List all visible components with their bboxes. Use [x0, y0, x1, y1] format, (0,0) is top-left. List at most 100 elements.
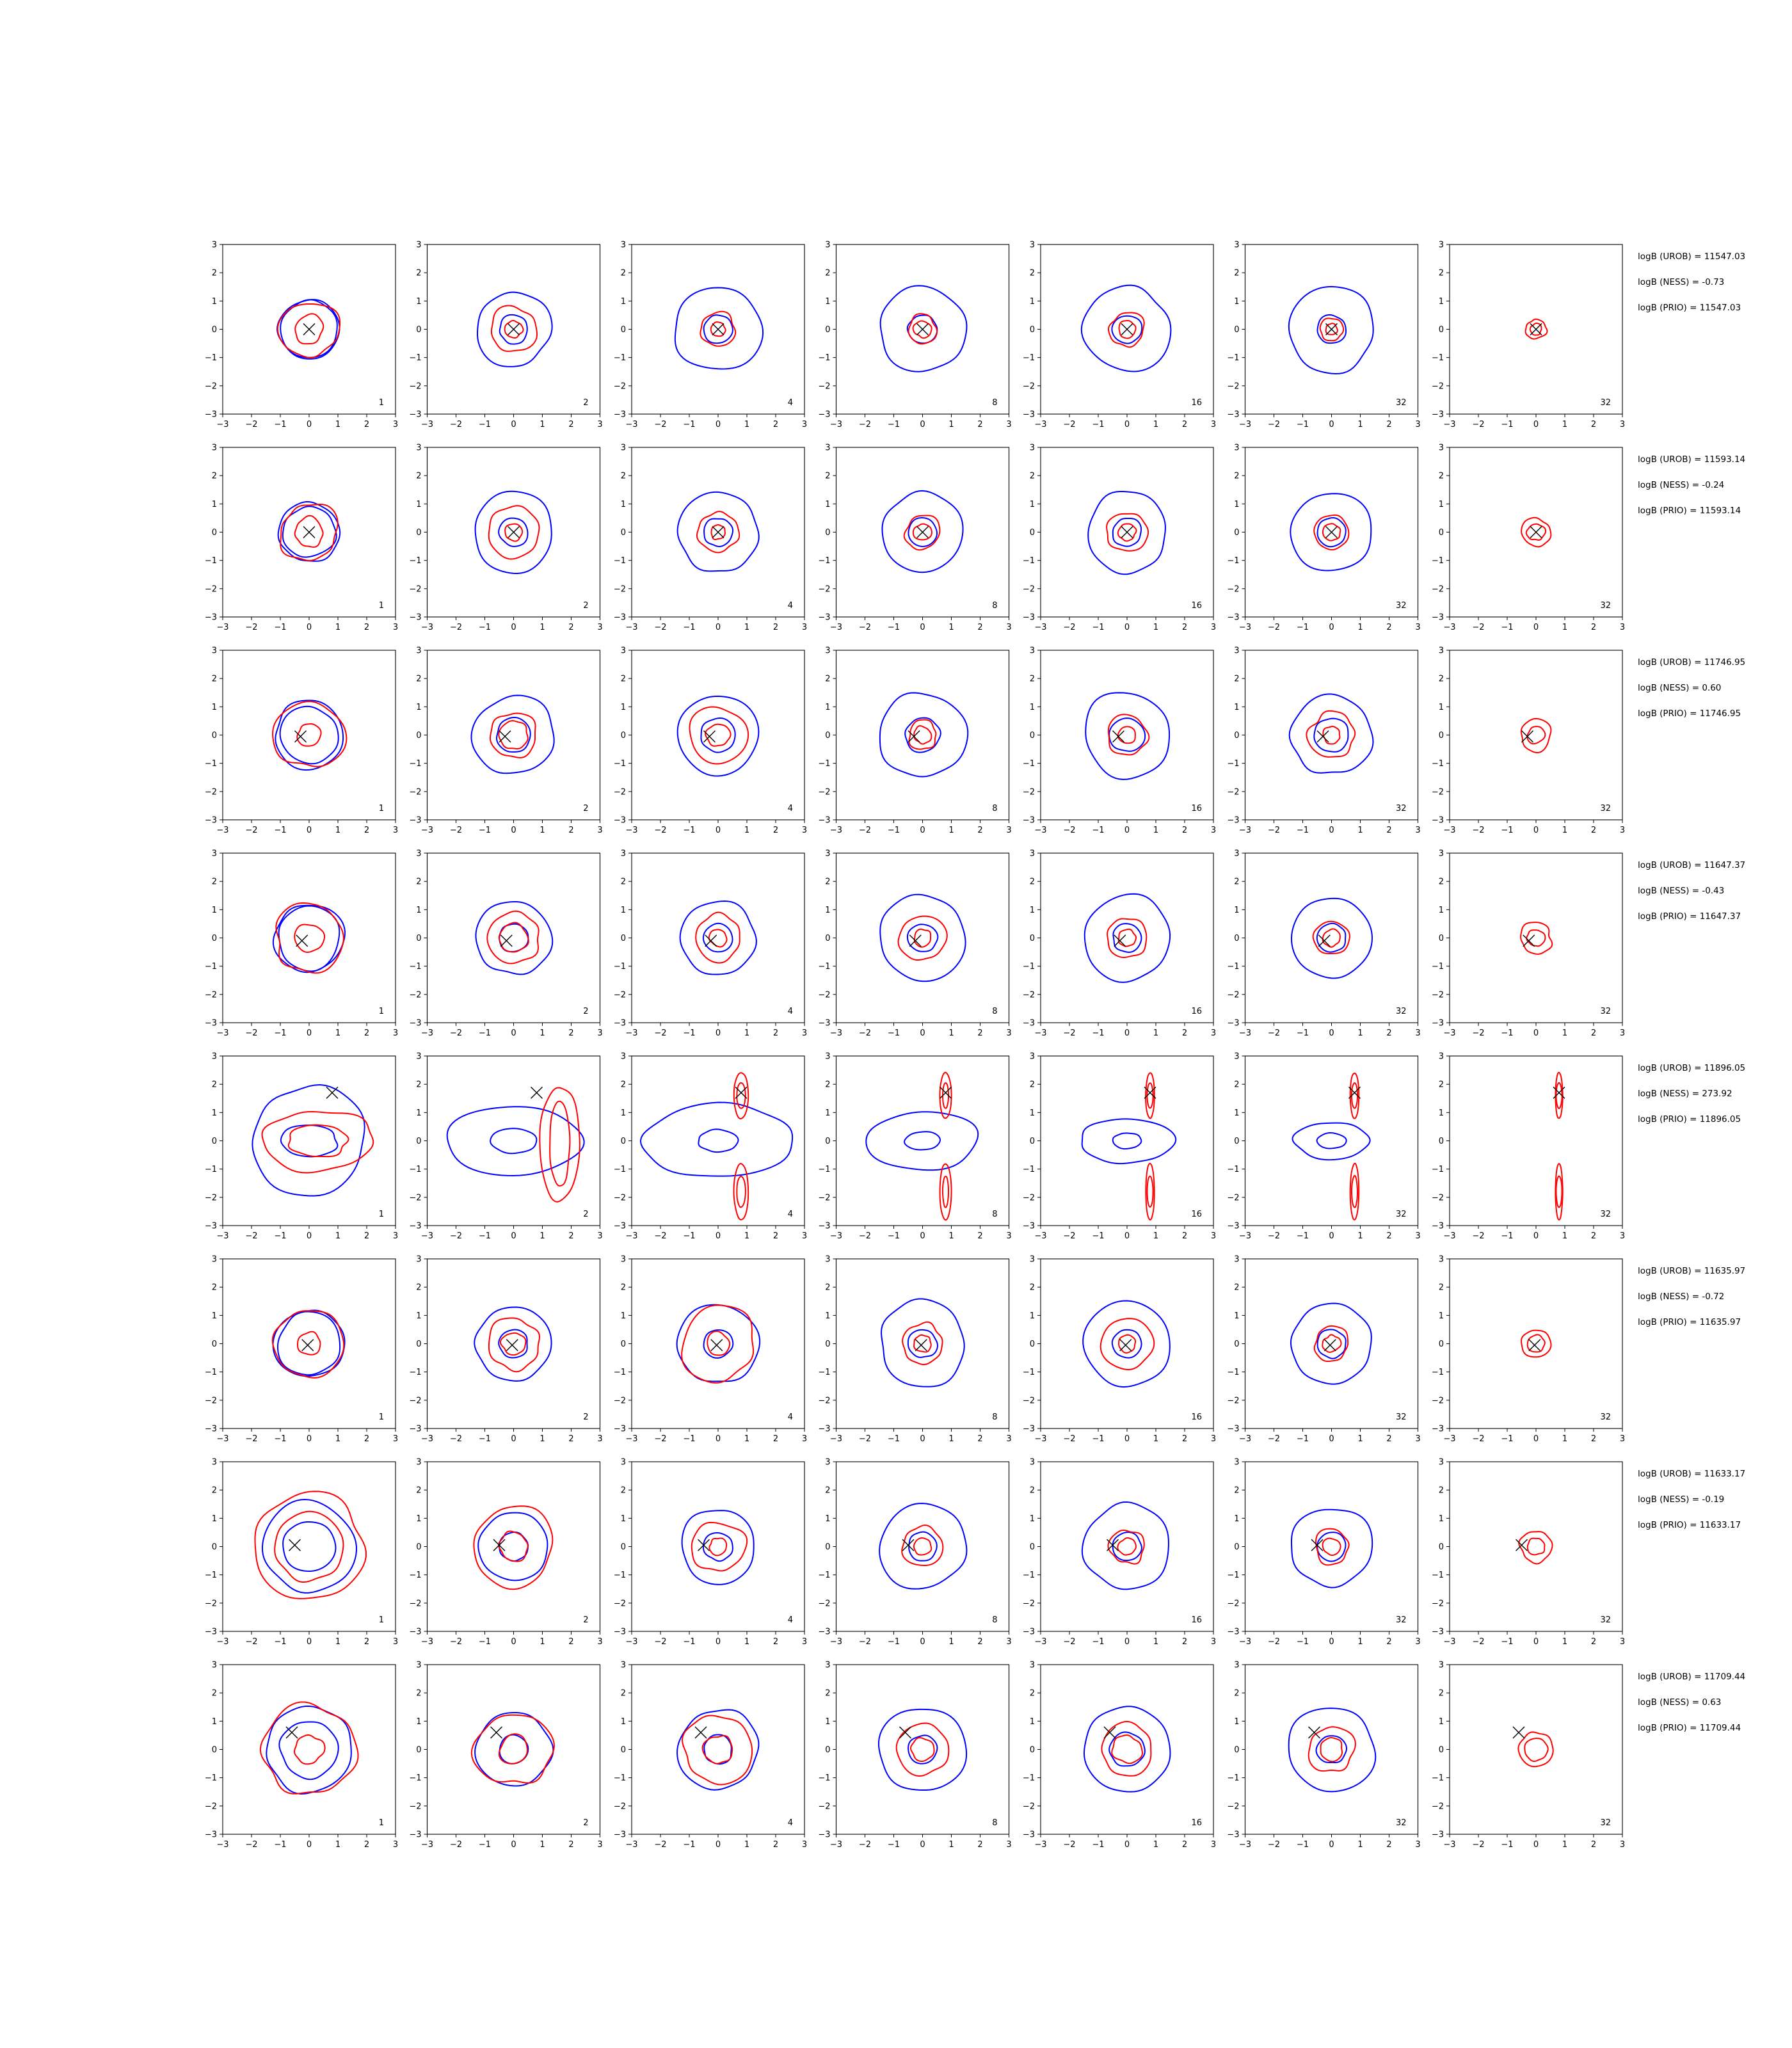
x-tick-label: 1 — [1562, 1637, 1567, 1647]
x-tick-label: −1 — [888, 1231, 900, 1241]
x-tick-label: 1 — [540, 826, 545, 835]
red-contour — [710, 524, 726, 541]
plot-area — [272, 700, 348, 771]
y-tick-label: 0 — [621, 1745, 626, 1755]
true-value-marker — [1119, 1339, 1132, 1352]
panel: −3−3 −2 −2 −1 −1 0 0 1 1 2 2 3 3 16 — [1023, 444, 1216, 633]
true-value-marker — [289, 1539, 301, 1551]
x-tick-label: 3 — [1006, 1434, 1011, 1444]
x-tick-label: 0 — [511, 1840, 516, 1850]
x-tick-label: −3 — [625, 1434, 637, 1444]
x-tick-label: 0 — [1533, 826, 1539, 835]
y-tick-label: 2 — [1030, 1486, 1035, 1496]
red-contour — [1111, 1734, 1143, 1764]
panel: −3−3 −2 −2 −1 −1 0 0 1 1 2 2 3 3 8 — [818, 1458, 1011, 1647]
panel-label: 2 — [583, 398, 588, 408]
y-tick-label: −3 — [409, 613, 421, 623]
row-stat: logB (NESS) = 0.60 — [1638, 683, 1721, 693]
x-tick-label: −1 — [1297, 1637, 1309, 1647]
x-tick-label: −3 — [1443, 826, 1455, 835]
red-contour — [1107, 312, 1145, 348]
red-contour — [1319, 317, 1345, 342]
panel: −3−3 −2 −2 −1 −1 0 0 1 1 2 2 3 3 32 — [1432, 1255, 1625, 1444]
x-tick-label: 1 — [335, 1231, 340, 1241]
plot-area — [1520, 717, 1552, 754]
x-tick-label: −2 — [1268, 623, 1280, 632]
y-tick-label: −1 — [409, 962, 421, 972]
red-contour — [913, 1334, 932, 1353]
y-tick-label: 2 — [825, 1486, 830, 1496]
x-tick-label: −2 — [450, 1028, 462, 1038]
x-tick-label: 2 — [1591, 623, 1596, 632]
x-tick-label: 0 — [307, 1231, 312, 1241]
panel-label: 2 — [583, 601, 588, 611]
x-tick-label: −2 — [1472, 826, 1484, 835]
x-tick-label: 0 — [1533, 1637, 1539, 1647]
x-tick-label: −3 — [216, 623, 228, 632]
y-tick-label: 0 — [1439, 1340, 1444, 1349]
panel-label: 32 — [1600, 1615, 1611, 1625]
blue-contour — [1112, 1532, 1142, 1562]
blue-contour — [681, 1510, 755, 1585]
x-tick-label: 2 — [364, 1028, 369, 1038]
row-stat: logB (PRIO) = 11896.05 — [1638, 1114, 1741, 1124]
x-tick-label: −2 — [1472, 1028, 1484, 1038]
x-tick-label: −2 — [1268, 1840, 1280, 1850]
x-tick-label: 1 — [1153, 623, 1158, 632]
row-stat: logB (PRIO) = 11633.17 — [1638, 1520, 1741, 1530]
blue-contour — [908, 517, 938, 547]
x-tick-label: 0 — [716, 1028, 721, 1038]
plot-area — [1083, 1706, 1171, 1793]
x-tick-label: 3 — [802, 1840, 807, 1850]
y-tick-label: 1 — [416, 1311, 421, 1321]
y-tick-label: 1 — [621, 500, 626, 509]
blue-contour — [280, 1124, 339, 1158]
red-contour — [498, 720, 529, 749]
red-contour — [1349, 1072, 1360, 1119]
x-tick-label: −1 — [888, 1434, 900, 1444]
x-tick-label: 1 — [335, 1637, 340, 1647]
plot-area — [1290, 897, 1373, 979]
red-contour — [908, 313, 938, 345]
panel-label: 8 — [992, 1615, 997, 1625]
y-tick-label: 2 — [1030, 1689, 1035, 1699]
red-contour — [897, 915, 948, 961]
red-contour — [1521, 516, 1552, 548]
x-tick-label: −1 — [274, 1840, 286, 1850]
plot-area — [272, 902, 346, 974]
y-tick-label: 2 — [1234, 269, 1239, 278]
y-tick-label: 1 — [621, 1108, 626, 1118]
red-contour — [1524, 1738, 1549, 1763]
y-tick-label: −3 — [409, 1425, 421, 1434]
x-tick-label: 1 — [540, 1840, 545, 1850]
true-value-marker — [698, 1539, 710, 1551]
x-tick-label: 0 — [307, 826, 312, 835]
x-tick-label: 1 — [1562, 623, 1567, 632]
x-tick-label: 2 — [1182, 826, 1187, 835]
x-tick-label: 0 — [920, 1028, 925, 1038]
x-tick-label: 2 — [568, 1231, 573, 1241]
true-value-marker — [1348, 1086, 1361, 1099]
y-tick-label: 1 — [212, 1311, 217, 1321]
x-tick-label: 2 — [977, 1840, 982, 1850]
y-tick-label: −3 — [1432, 1222, 1444, 1231]
panel: −3−3 −2 −2 −1 −1 0 0 1 1 2 2 3 3 8 — [818, 241, 1011, 430]
panel: −3−3 −2 −2 −1 −1 0 0 1 1 2 2 3 3 16 — [1023, 241, 1216, 430]
x-tick-label: 3 — [597, 1434, 602, 1444]
y-tick-label: −3 — [818, 1425, 830, 1434]
y-tick-label: 1 — [212, 906, 217, 915]
red-contour — [689, 706, 749, 765]
red-contour — [1322, 726, 1341, 745]
x-tick-label: 2 — [977, 1637, 982, 1647]
plot-area — [277, 501, 341, 562]
blue-contour — [703, 518, 734, 547]
y-tick-label: −1 — [1432, 1773, 1444, 1783]
y-tick-label: 1 — [1030, 1311, 1035, 1321]
plot-area — [1520, 922, 1553, 955]
y-tick-label: 0 — [212, 731, 217, 740]
y-tick-label: 2 — [416, 1689, 421, 1699]
y-tick-label: −3 — [1023, 1830, 1035, 1840]
red-contour — [903, 515, 941, 551]
blue-contour — [1315, 1735, 1348, 1763]
x-tick-label: −3 — [1239, 623, 1251, 632]
